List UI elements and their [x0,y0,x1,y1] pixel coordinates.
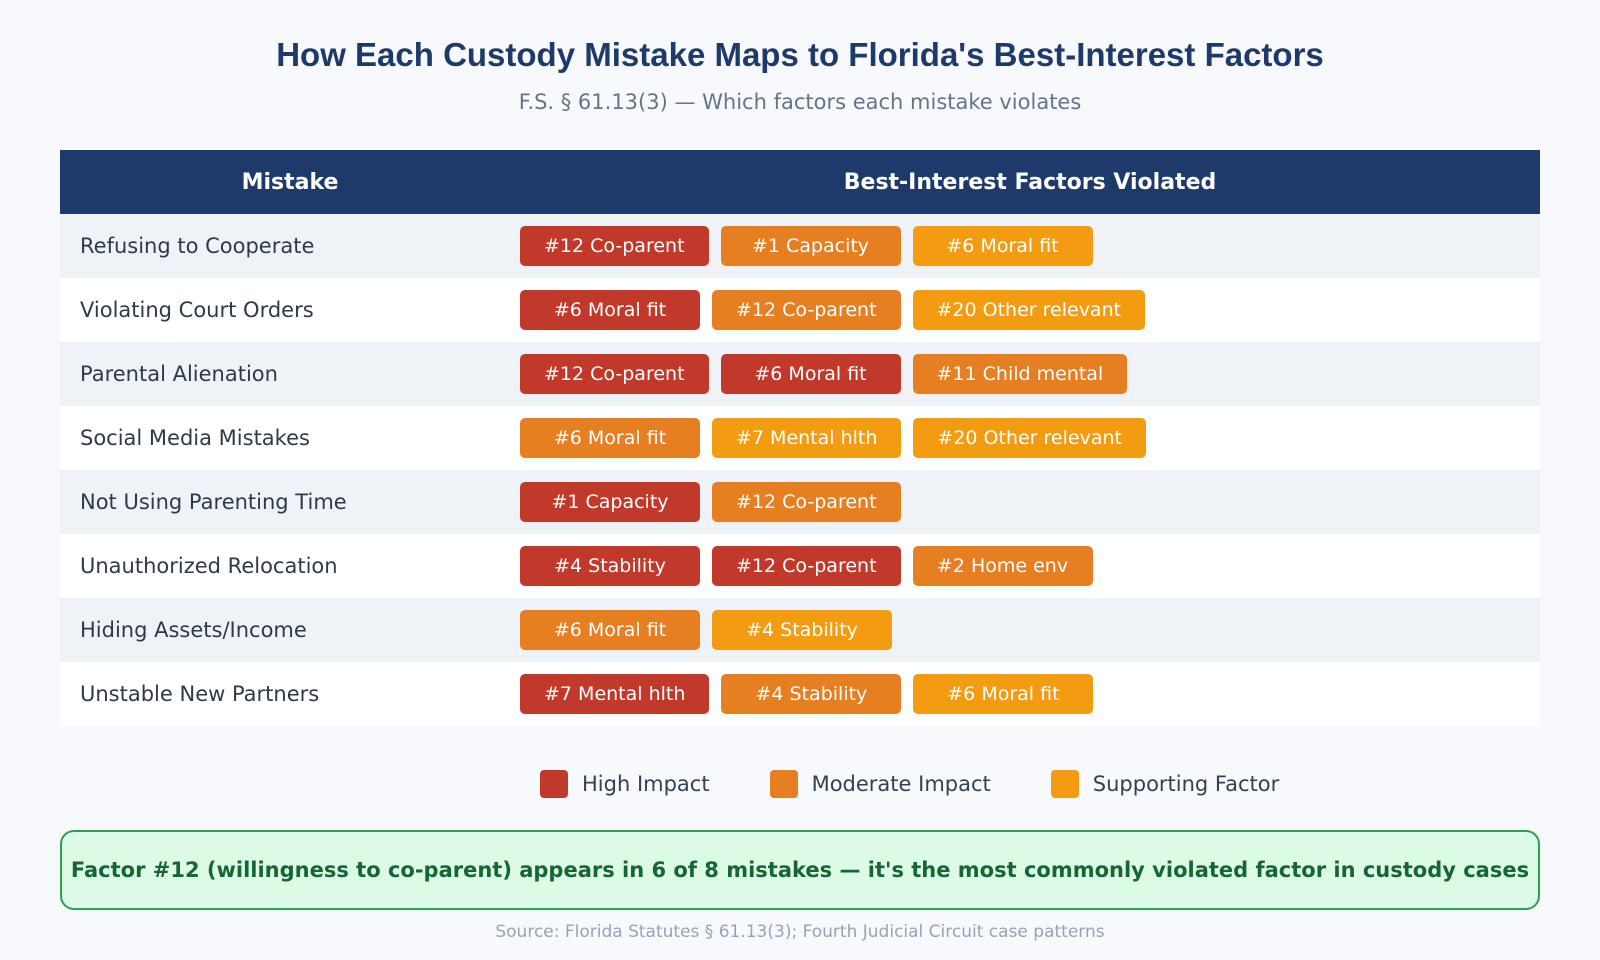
factor-badge: #1 Capacity [720,226,901,266]
legend-swatch [1050,770,1079,798]
legend-item: Supporting Factor [1050,770,1280,798]
factor-badge: #12 Co-parent [712,290,901,330]
factor-badge: #20 Other relevant [912,290,1146,330]
factor-badge: #4 Stability [520,546,700,586]
mistake-label: Hiding Assets/Income [80,618,307,642]
factor-badge: #1 Capacity [520,482,700,522]
factor-badge: #6 Moral fit [913,674,1094,714]
legend-swatch [769,770,798,798]
table-row: Violating Court Orders #6 Moral fit #12 Co… [60,278,1540,342]
source: Source: Florida Statutes § 61.13(3); Fou… [495,922,1105,942]
legend-label: High Impact [582,772,710,796]
factor-badge: #12 Co-parent [520,226,709,266]
table-row: Not Using Parenting Time #1 Capacity #12 C… [60,470,1540,534]
table-row: Unstable New Partners #7 Mental hlth #4 St… [60,662,1540,726]
table-row: Refusing to Cooperate #12 Co-parent #1 Cap… [60,214,1540,278]
factor-badge: #4 Stability [721,674,902,714]
factor-badge: #6 Moral fit [720,354,901,394]
factor-list: #12 Co-parent #1 Capacity #6 Moral fit [520,226,1093,266]
table-header: Mistake Best-Interest Factors Violated [60,150,1540,214]
factor-list: #1 Capacity #12 Co-parent [520,482,901,522]
table-row: Hiding Assets/Income #6 Moral fit #4 Stabi… [60,598,1540,662]
mistake-label: Unstable New Partners [80,682,320,706]
factor-badge: #6 Moral fit [520,418,700,458]
mistake-label: Parental Alienation [80,362,278,386]
legend-item: Moderate Impact [769,770,991,798]
factor-badge: #12 Co-parent [520,354,709,394]
factor-badge: #12 Co-parent [712,546,901,586]
factor-badge: #7 Mental hlth [520,674,710,714]
legend-label: Moderate Impact [811,772,991,796]
legend-swatch [540,770,568,798]
legend-label: Supporting Factor [1092,772,1280,796]
subtitle: F.S. § 61.13(3) — Which factors each mis… [518,90,1082,114]
factor-badge: #4 Stability [712,610,892,650]
mistake-label: Violating Court Orders [80,298,314,322]
factor-list: #7 Mental hlth #4 Stability #6 Moral fit [520,674,1094,714]
factor-badge: #7 Mental hlth [712,418,902,458]
factor-list: #6 Moral fit #4 Stability [520,610,892,650]
mistake-label: Not Using Parenting Time [80,490,347,514]
table-row: Parental Alienation #12 Co-parent #6 Moral… [60,342,1540,406]
mistake-label: Social Media Mistakes [80,426,310,450]
mistake-label: Unauthorized Relocation [80,554,338,578]
factor-badge: #11 Child mental [912,354,1128,394]
table-row: Unauthorized Relocation #4 Stability #12 C… [60,534,1540,598]
table: Mistake Best-Interest Factors Violated R… [60,150,1540,726]
legend: High Impact Moderate Impact Supporting Fac… [540,770,1279,798]
column-header: Mistake [241,169,339,195]
title: How Each Custody Mistake Maps to Florida… [276,36,1324,73]
mistake-label: Refusing to Cooperate [80,234,315,258]
factor-badge: #6 Moral fit [520,290,700,330]
factor-badge: #12 Co-parent [712,482,901,522]
callout: Factor #12 (willingness to co-parent) ap… [60,830,1540,910]
factor-badge: #6 Moral fit [520,610,700,650]
factor-list: #4 Stability #12 Co-parent #2 Home env [520,546,1093,586]
factor-badge: #20 Other relevant [913,418,1146,458]
legend-item: High Impact [540,770,710,798]
column-header: Best-Interest Factors Violated [843,169,1217,195]
factor-list: #6 Moral fit #12 Co-parent #20 Other relev… [520,290,1146,330]
factor-badge: #6 Moral fit [912,226,1093,266]
factor-list: #12 Co-parent #6 Moral fit #11 Child menta… [520,354,1128,394]
table-row: Social Media Mistakes #6 Moral fit #7 Ment… [60,406,1540,470]
factor-list: #6 Moral fit #7 Mental hlth #20 Other rele… [520,418,1146,458]
factor-badge: #2 Home env [912,546,1093,586]
